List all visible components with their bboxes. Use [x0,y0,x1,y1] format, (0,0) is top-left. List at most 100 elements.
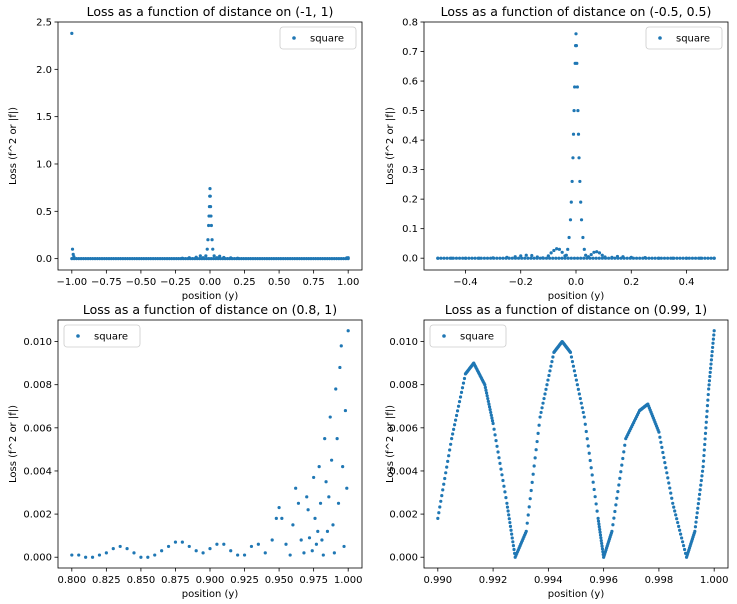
data-point [276,257,281,261]
data-point [554,256,558,260]
data-point [206,238,210,242]
chart-title: Loss as a function of distance on (-1, 1… [87,4,334,19]
y-tick-label: 0.6 [402,77,418,88]
data-point [177,257,181,261]
x-tick-label: 1.00 [337,277,359,288]
data-point [524,529,528,533]
data-point [684,256,688,260]
data-point [571,156,575,160]
data-point [296,501,301,505]
data-point [696,502,700,506]
data-point [125,257,130,261]
data-point [656,256,660,260]
data-point [180,540,184,544]
data-point [619,256,623,260]
data-point [680,536,684,540]
data-point [112,257,116,261]
data-point [617,483,621,487]
data-point [208,546,212,551]
y-tick-label: 0.006 [23,423,52,434]
data-point [323,437,327,441]
data-point [448,448,452,452]
data-point [650,256,654,260]
data-point [708,374,712,379]
data-point [339,257,343,261]
data-point [448,256,452,260]
data-point [578,179,582,184]
data-point [341,465,345,469]
data-point [530,253,534,258]
data-point [97,553,102,557]
data-point [317,465,321,469]
data-point [207,257,211,261]
x-axis-label: position (y) [548,291,605,302]
legend-marker [658,36,662,40]
axes-frame [423,21,729,271]
data-point [460,386,465,390]
data-point [576,108,580,113]
data-point [696,506,700,510]
data-point [678,528,682,532]
data-point [459,390,464,394]
data-point [316,257,320,261]
data-point [294,486,298,490]
data-point [584,429,588,434]
data-point [212,254,216,258]
data-point [551,355,555,359]
data-point [693,529,697,533]
data-point [701,459,706,463]
data-point [456,404,461,408]
data-point [139,555,143,559]
data-point [566,256,570,260]
data-point [568,218,573,222]
data-point [165,257,169,261]
legend: square [429,324,507,348]
x-tick-label: −0.50 [126,277,157,288]
data-point [280,516,284,521]
legend-marker [76,334,80,338]
data-point [311,257,315,261]
data-point [644,256,648,260]
data-point [571,132,576,136]
data-point [274,516,278,521]
data-point [188,257,192,261]
x-tick-label: 0.990 [423,575,452,586]
y-tick-label: 0.7 [402,47,418,58]
data-point [495,256,499,260]
data-point [125,546,129,551]
data-point [577,156,581,160]
data-point [682,547,687,552]
x-tick-label: 0.4 [679,277,695,288]
data-point [557,256,561,260]
legend-label: square [310,34,344,45]
data-point [681,540,685,544]
data-point [662,455,666,460]
data-point [583,422,587,426]
x-tick-label: 0.800 [57,575,86,586]
data-point [595,250,599,254]
data-point [527,505,531,509]
data-point [621,456,625,461]
data-point [494,439,498,443]
data-point [575,256,580,260]
data-point [678,256,682,260]
data-point [489,410,493,415]
data-point [290,257,295,261]
data-point [523,256,527,260]
data-point [345,486,349,490]
data-point [454,413,459,418]
data-point [242,553,247,557]
data-point [312,475,316,480]
data-point [445,256,449,260]
data-point [470,256,474,260]
data-point [596,516,600,521]
data-point [156,257,160,261]
data-point [457,256,462,260]
legend-marker [292,36,296,40]
data-point [504,256,508,260]
x-tick-label: 0.950 [265,575,294,586]
data-point [703,442,707,447]
data-point [307,257,311,261]
data-point [104,551,108,555]
data-point [574,44,579,48]
